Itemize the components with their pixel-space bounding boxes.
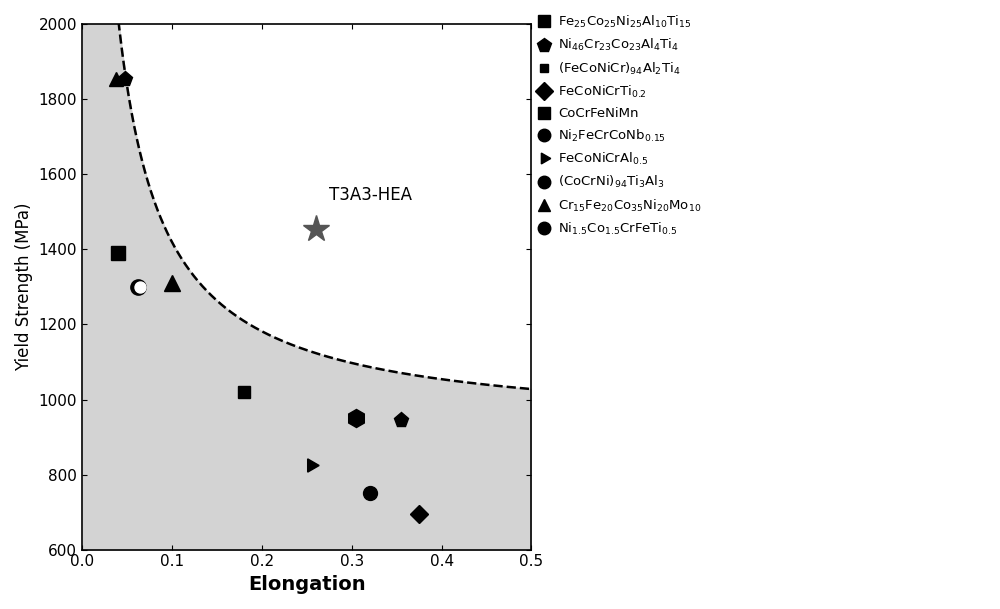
Y-axis label: Yield Strength (MPa): Yield Strength (MPa) xyxy=(15,203,33,371)
Text: T3A3-HEA: T3A3-HEA xyxy=(329,186,412,205)
Legend: Fe$_{25}$Co$_{25}$Ni$_{25}$Al$_{10}$Ti$_{15}$, Ni$_{46}$Cr$_{23}$Co$_{23}$Al$_4$: Fe$_{25}$Co$_{25}$Ni$_{25}$Al$_{10}$Ti$_… xyxy=(536,14,702,237)
X-axis label: Elongation: Elongation xyxy=(248,575,366,594)
